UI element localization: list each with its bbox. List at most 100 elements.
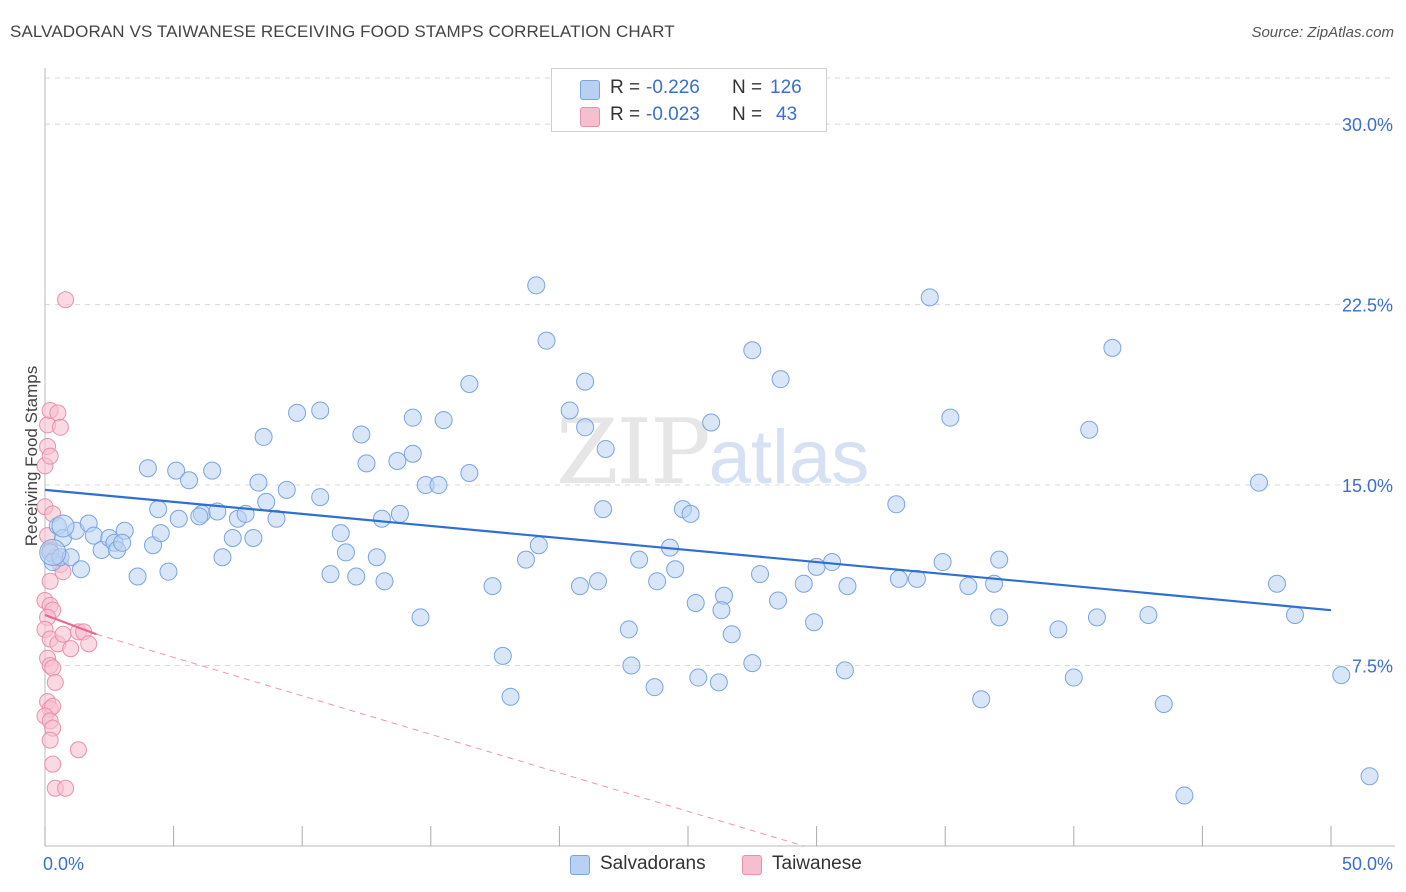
salvadorans-point [167, 461, 186, 480]
salvadorans-cluster-point [39, 538, 67, 566]
salvadorans-point [138, 459, 157, 478]
salvadorans-point [331, 524, 350, 543]
correlation-legend: R = -0.226 N = 126 R = -0.023 N = 43 [551, 68, 827, 132]
legend-item-taiwanese[interactable]: Taiwanese [742, 852, 882, 878]
salvadorans-point [277, 480, 296, 499]
salvadorans-point [352, 425, 371, 444]
legend-r-value: -0.226 [646, 77, 700, 98]
legend-row-taiwanese: R = -0.023 N = 43 [552, 102, 826, 128]
salvadorans-point [838, 577, 857, 596]
salvadorans-point [527, 276, 546, 295]
salvadorans-point [689, 668, 708, 687]
salvadorans-point [190, 507, 209, 526]
salvadorans-point [645, 678, 664, 697]
legend-r-label: R = [610, 77, 641, 98]
salvadorans-point [288, 403, 307, 422]
salvadorans-point [128, 567, 147, 586]
salvadorans-point [213, 548, 232, 567]
salvadorans-point [347, 567, 366, 586]
legend-item-salvadorans[interactable]: Salvadorans [570, 852, 720, 878]
taiwanese-point [44, 659, 62, 677]
salvadorans-point [72, 560, 91, 579]
legend-n-label: N = [732, 77, 763, 98]
salvadorans-point [483, 577, 502, 596]
salvadorans-point [149, 500, 168, 519]
salvadorans-point [1080, 420, 1099, 439]
salvadorans-point [1139, 605, 1158, 624]
taiwanese-legend-label: Taiwanese [772, 853, 862, 874]
x-tick-label: 50.0% [1342, 854, 1393, 874]
taiwanese-point [57, 779, 75, 797]
salvadorans-point [1332, 666, 1351, 685]
watermark-atlas: atlas [708, 415, 870, 500]
trend-lines [44, 488, 1332, 847]
salvadorans-point [712, 601, 731, 620]
salvadorans-point [576, 418, 595, 437]
axes [44, 68, 1395, 847]
salvadorans-point [681, 504, 700, 523]
legend-r-value: -0.023 [646, 104, 700, 125]
legend-n-label: N = [732, 104, 763, 125]
salvadorans-point [933, 553, 952, 572]
salvadorans-point [516, 550, 535, 569]
taiwanese-point [62, 640, 80, 658]
salvadorans-point [1103, 338, 1122, 357]
salvadorans-point [805, 613, 824, 632]
y-tick-label: 7.5% [1352, 657, 1393, 677]
salvadorans-point [722, 625, 741, 644]
salvadorans-point [403, 444, 422, 463]
salvadorans-point [709, 673, 728, 692]
salvadorans-point [588, 572, 607, 591]
salvadorans-point [959, 577, 978, 596]
salvadorans-point [113, 533, 132, 552]
salvadorans-point [151, 524, 170, 543]
salvadorans-point [619, 620, 638, 639]
salvadorans-point [501, 687, 520, 706]
salvadorans-point [537, 331, 556, 350]
taiwanese-point [69, 741, 87, 759]
salvadorans-point [257, 492, 276, 511]
salvadorans-point [594, 500, 613, 519]
salvadorans-point [1285, 605, 1304, 624]
salvadorans-point [576, 372, 595, 391]
watermark: ZIPatlas [556, 400, 869, 505]
watermark-zip: ZIP [556, 400, 711, 505]
taiwanese-point [41, 447, 59, 465]
salvadorans-point [771, 370, 790, 389]
salvadorans-point [460, 374, 479, 393]
salvadorans-point [267, 509, 286, 528]
salvadorans-point [460, 464, 479, 483]
taiwanese-point [41, 731, 59, 749]
y-tick-label: 15.0% [1342, 476, 1393, 496]
x-tick-label: 0.0% [43, 854, 84, 874]
salvadorans-point [493, 646, 512, 665]
salvadorans-point [169, 509, 188, 528]
salvadorans-point [311, 401, 330, 420]
salvadorans-point [1087, 608, 1106, 627]
taiwanese-point [44, 755, 62, 773]
salvadorans-point [321, 565, 340, 584]
salvadorans-point [357, 454, 376, 473]
y-axis-label: Receiving Food Stamps [22, 365, 41, 547]
salvadorans-point [223, 528, 242, 547]
salvadorans-point [1249, 473, 1268, 492]
salvadorans-point [570, 577, 589, 596]
salvadorans-point [972, 690, 991, 709]
legend-n-value: 43 [776, 104, 798, 125]
salvadorans-point [887, 495, 906, 514]
salvadorans-point [560, 401, 579, 420]
taiwanese-point [80, 635, 98, 653]
salvadorans-point [249, 473, 268, 492]
salvadorans-point [244, 528, 263, 547]
salvadorans-point [920, 288, 939, 307]
salvadorans-point [648, 572, 667, 591]
salvadorans-point [159, 562, 178, 581]
salvadorans-legend-label: Salvadorans [600, 853, 706, 874]
taiwanese-swatch [580, 107, 600, 127]
salvadorans-point [367, 548, 386, 567]
salvadorans-point [794, 574, 813, 593]
salvadorans-point [743, 341, 762, 360]
salvadorans-point [180, 471, 199, 490]
salvadorans-point [1154, 695, 1173, 714]
taiwanese-trend-extension [96, 633, 804, 847]
